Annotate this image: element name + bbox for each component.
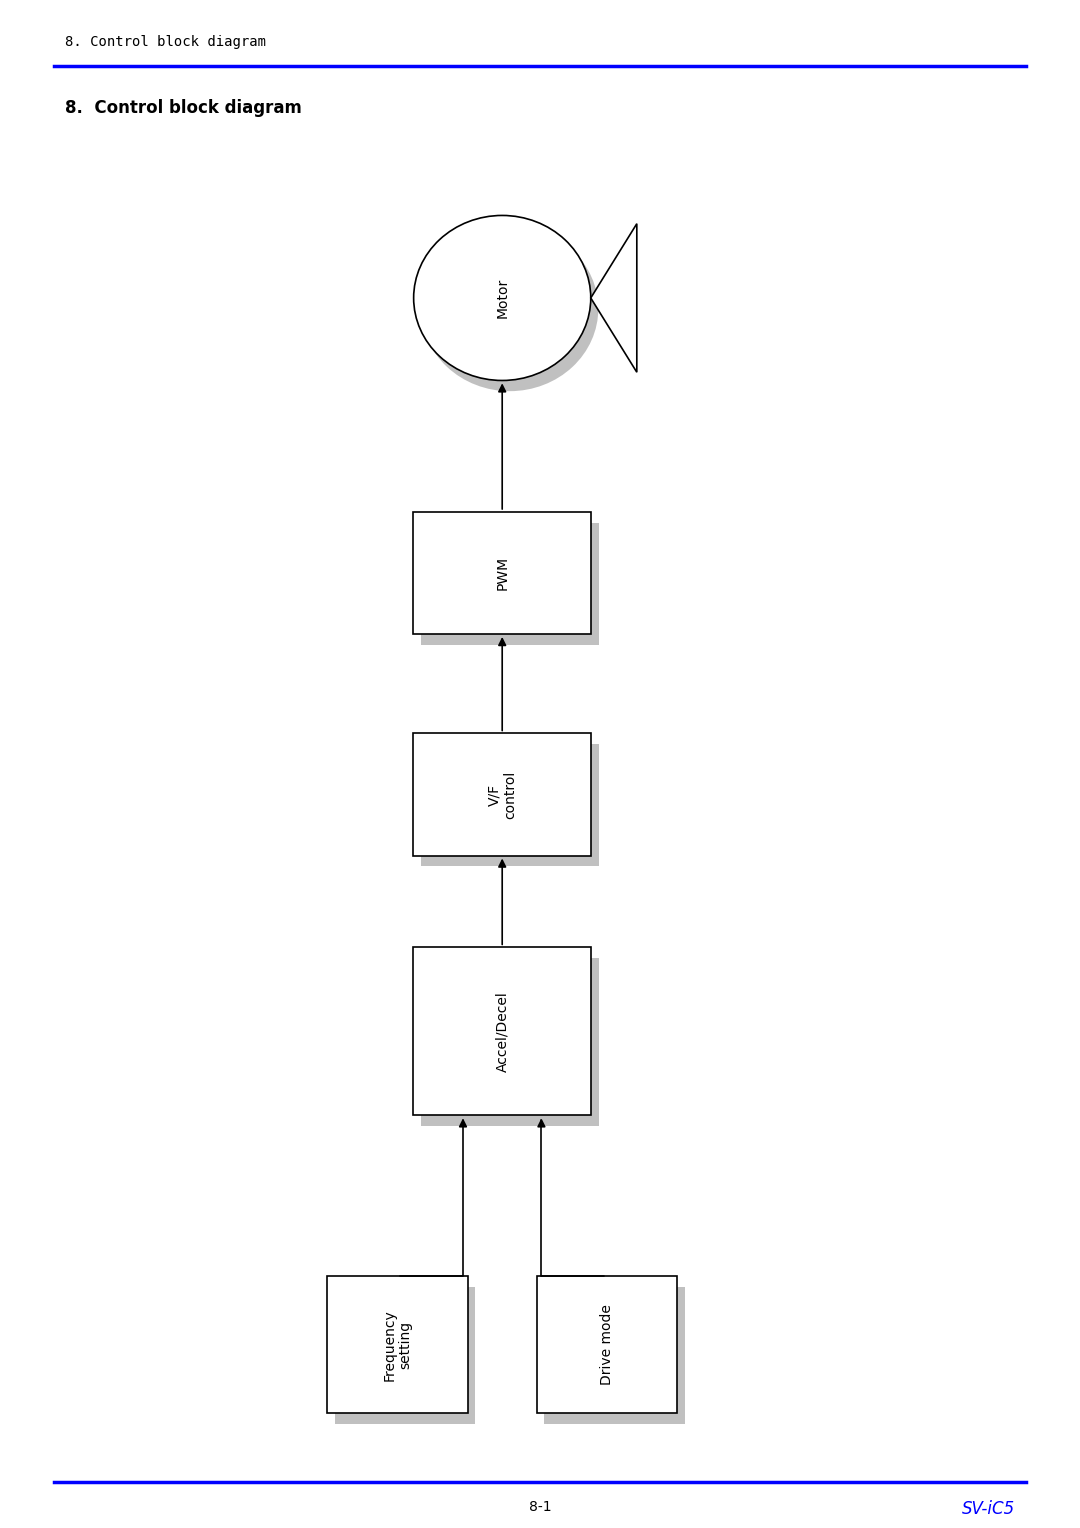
Bar — [414, 947, 592, 1115]
Bar — [421, 958, 598, 1126]
Bar — [421, 523, 598, 645]
Bar — [414, 733, 592, 856]
Text: 8.  Control block diagram: 8. Control block diagram — [65, 99, 301, 118]
Bar — [327, 1276, 468, 1413]
Bar — [537, 1276, 677, 1413]
Text: Frequency
setting: Frequency setting — [382, 1309, 413, 1380]
Text: Accel/Decel: Accel/Decel — [496, 992, 509, 1071]
Bar — [414, 512, 592, 634]
Text: SV-iC5: SV-iC5 — [962, 1500, 1015, 1519]
Text: 8. Control block diagram: 8. Control block diagram — [65, 35, 266, 49]
Ellipse shape — [421, 226, 598, 391]
Text: V/F
control: V/F control — [487, 770, 517, 819]
Text: Drive mode: Drive mode — [600, 1305, 613, 1384]
Bar — [421, 744, 598, 866]
Ellipse shape — [414, 215, 591, 380]
Bar — [335, 1287, 475, 1424]
Text: PWM: PWM — [496, 556, 509, 590]
Polygon shape — [591, 223, 637, 373]
Text: Motor: Motor — [496, 278, 509, 318]
Text: 8-1: 8-1 — [529, 1500, 551, 1514]
Bar — [544, 1287, 685, 1424]
